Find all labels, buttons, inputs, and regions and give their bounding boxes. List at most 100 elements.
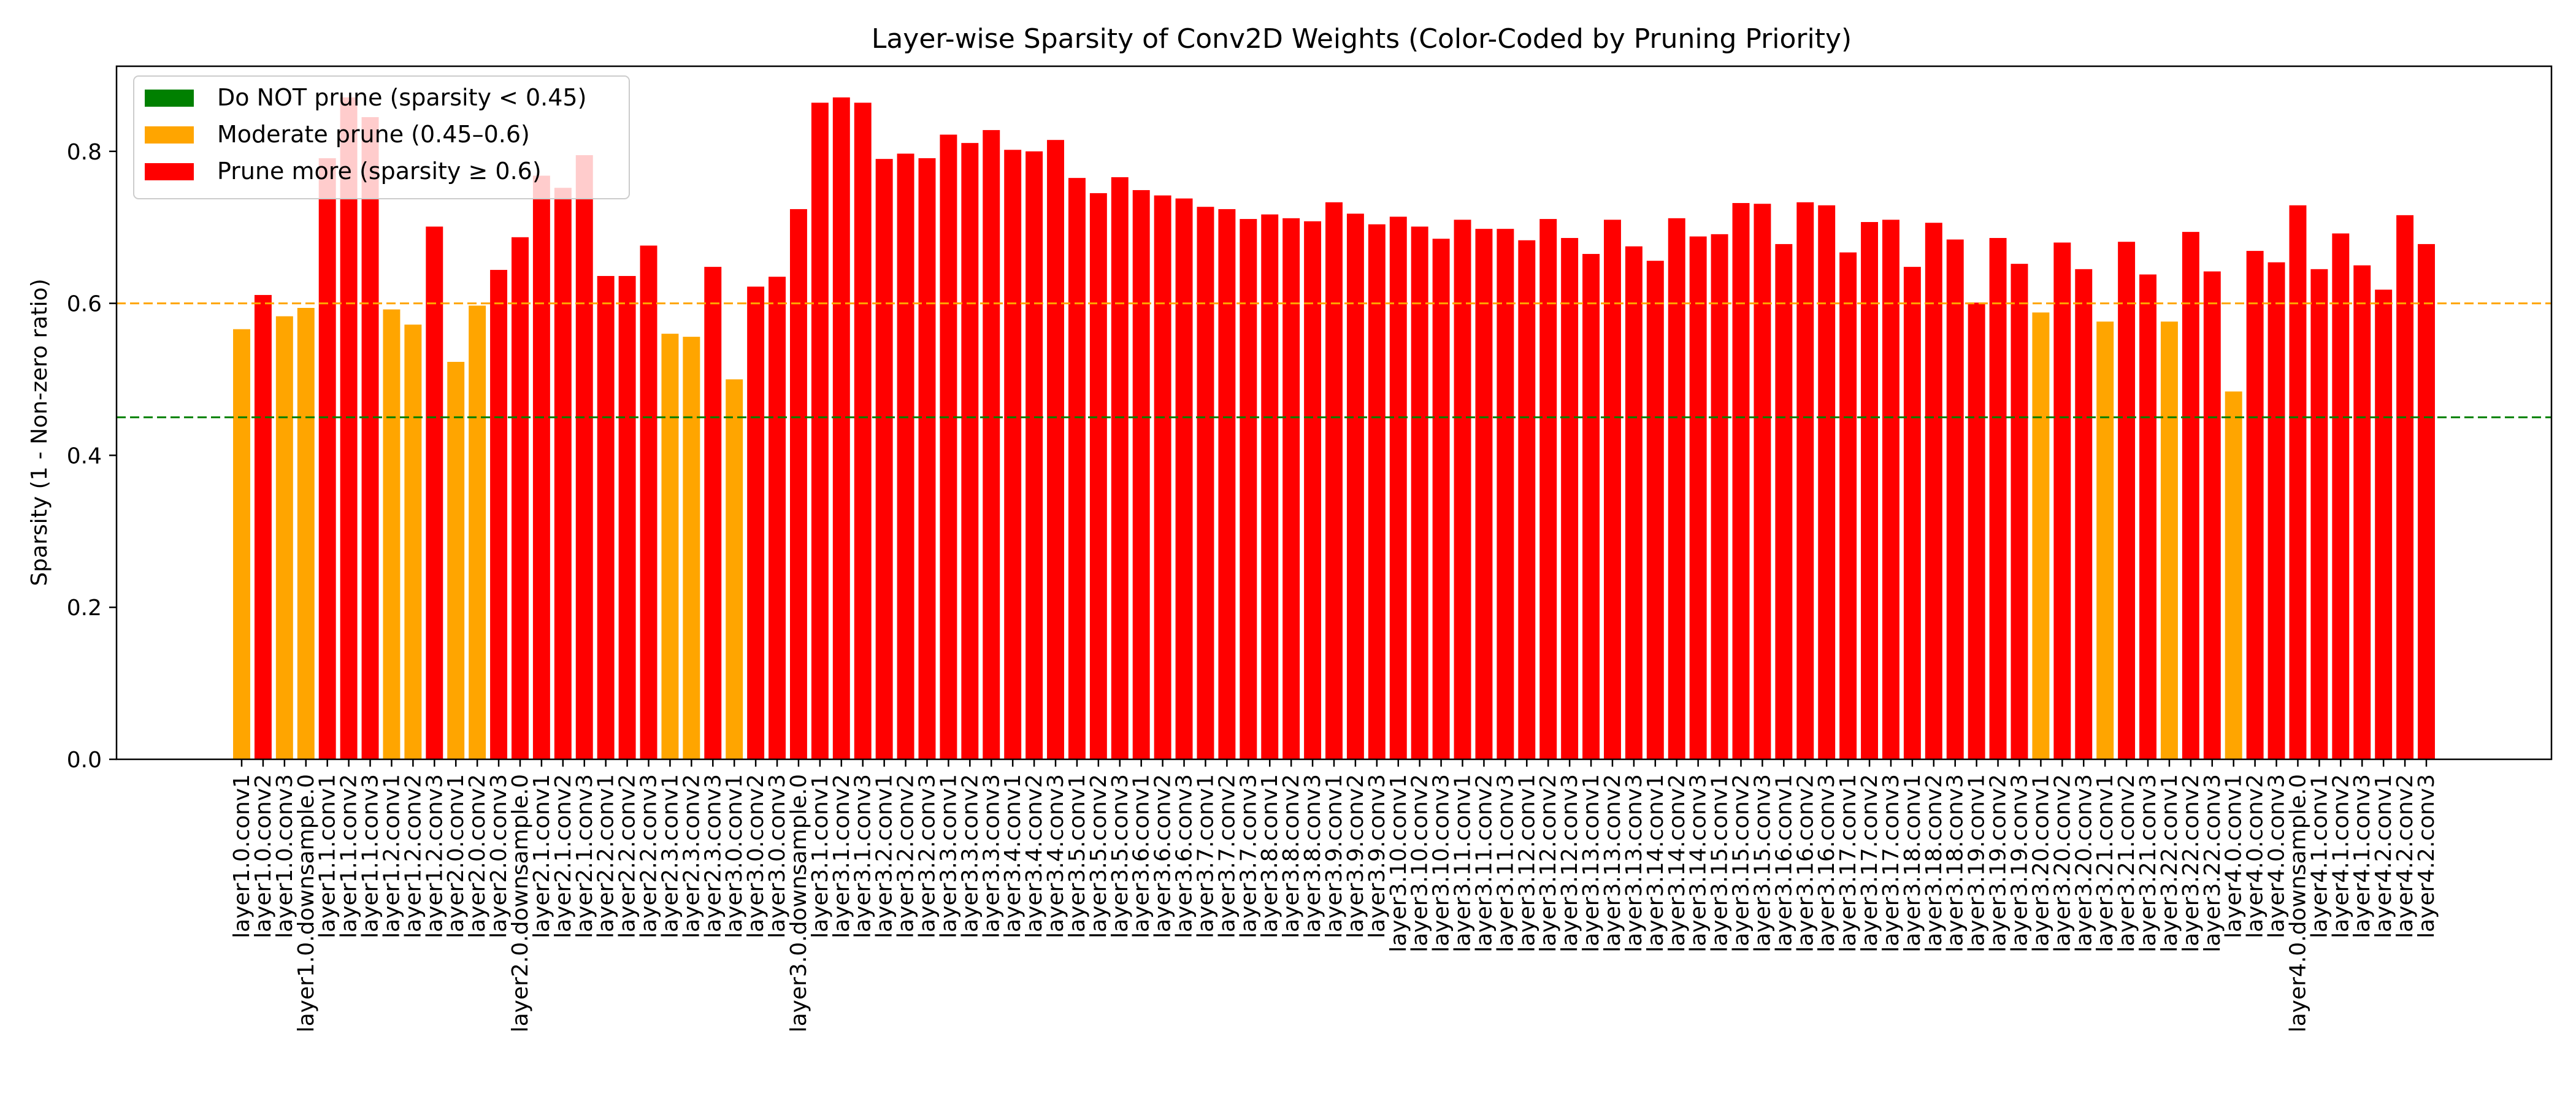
x-tick-label: layer4.2.conv1 [2371, 774, 2396, 938]
x-tick-label: layer3.18.conv3 [1943, 774, 1968, 953]
bars-group [233, 97, 2435, 760]
legend-swatch [145, 90, 194, 107]
threshold-lines [117, 302, 2551, 418]
x-tick-label: layer3.8.conv2 [1279, 774, 1304, 938]
bar-layer3-4-conv2 [1025, 151, 1043, 759]
x-tick-label: layer4.0.downsample.0 [2285, 774, 2310, 1032]
bar-layer3-3-conv1 [940, 134, 957, 759]
x-tick-label: layer2.0.downsample.0 [508, 774, 533, 1032]
bar-layer3-6-conv2 [1154, 195, 1171, 759]
bar-layer3-12-conv1 [1518, 240, 1536, 759]
bar-layer2-0-conv1 [447, 361, 465, 759]
x-tick-label: layer2.0.conv1 [443, 774, 469, 938]
x-tick-label: layer3.15.conv2 [1729, 774, 1754, 953]
x-tick-label: layer1.0.conv3 [272, 774, 297, 938]
bar-layer3-4-conv3 [1047, 140, 1064, 759]
x-tick-label: layer3.0.conv3 [765, 774, 790, 938]
bar-layer3-21-conv3 [2139, 274, 2156, 759]
legend-swatch [145, 163, 194, 180]
x-tick-label: layer3.21.conv1 [2093, 774, 2118, 953]
bar-layer2-3-conv2 [683, 337, 700, 759]
bar-layer3-12-conv3 [1561, 238, 1579, 759]
x-tick-label: layer1.0.conv2 [251, 774, 276, 938]
axes: 0.00.20.40.60.8layer1.0.conv1layer1.0.co… [67, 65, 2553, 1032]
bar-layer3-13-conv3 [1625, 246, 1643, 759]
x-tick-label: layer3.19.conv2 [1986, 774, 2011, 953]
x-tick-label: layer3.6.conv3 [1172, 774, 1197, 938]
bar-layer3-10-conv1 [1389, 217, 1407, 760]
x-tick-label: layer4.0.conv1 [2221, 774, 2247, 938]
bar-layer3-1-conv1 [811, 102, 829, 760]
x-tick-label: layer3.19.conv3 [2007, 774, 2032, 953]
x-tick-label: layer3.22.conv2 [2179, 774, 2204, 953]
bar-layer3-10-conv2 [1411, 226, 1428, 759]
bar-layer3-3-conv3 [983, 130, 1000, 760]
bar-layer3-7-conv1 [1197, 207, 1214, 760]
x-tick-label: layer3.12.conv2 [1536, 774, 1561, 953]
x-tick-label: layer3.22.conv3 [2200, 774, 2225, 953]
bar-layer2-0-conv2 [469, 305, 486, 759]
x-tick-label: layer2.1.conv1 [529, 774, 554, 938]
bar-layer3-11-conv1 [1454, 220, 1471, 759]
x-tick-label: layer2.1.conv3 [572, 774, 597, 938]
x-tick-label: layer1.0.downsample.0 [294, 774, 319, 1032]
bar-layer3-13-conv2 [1604, 220, 1621, 759]
bar-layer3-1-conv2 [832, 97, 850, 759]
bar-layer2-1-conv1 [532, 175, 550, 759]
x-tick-label: layer4.1.conv2 [2328, 774, 2353, 938]
legend-label: Prune more (sparsity ≥ 0.6) [217, 158, 542, 185]
bar-layer3-18-conv3 [1946, 239, 1964, 759]
bar-layer1-0-conv3 [275, 316, 293, 759]
bar-layer1-0-conv1 [233, 329, 250, 759]
bar-layer2-2-conv3 [640, 245, 657, 759]
legend-box [133, 75, 630, 199]
bar-layer3-14-conv3 [1689, 236, 1707, 759]
x-tick-label: layer3.20.conv2 [2050, 774, 2075, 953]
bar-layer3-9-conv3 [1368, 224, 1386, 760]
x-tick-label: layer3.5.conv3 [1108, 774, 1133, 938]
x-tick-label: layer2.2.conv3 [637, 774, 662, 938]
x-tick-label: layer3.7.conv1 [1193, 774, 1218, 938]
x-tick-label: layer3.4.conv1 [1000, 774, 1025, 938]
x-tick-label: layer3.10.conv2 [1408, 774, 1433, 953]
x-tick-label: layer4.0.conv2 [2243, 774, 2268, 938]
x-tick-label: layer2.3.conv2 [679, 774, 704, 938]
bar-layer4-0-conv2 [2246, 251, 2264, 760]
bar-layer3-0-conv1 [726, 379, 743, 759]
bar-layer3-0-conv3 [769, 277, 786, 760]
x-tick-label: layer3.3.conv3 [979, 774, 1004, 938]
x-tick-label: layer3.14.conv3 [1686, 774, 1711, 953]
x-tick-label: layer3.11.conv1 [1451, 774, 1476, 953]
bar-layer4-1-conv2 [2332, 233, 2350, 760]
bar-layer3-14-conv2 [1668, 218, 1685, 759]
x-tick-label: layer3.14.conv1 [1643, 774, 1668, 953]
bar-layer1-2-conv1 [383, 309, 401, 759]
x-tick-label: layer3.5.conv2 [1086, 774, 1111, 938]
x-tick-label: layer4.2.conv2 [2393, 774, 2418, 938]
bar-layer3-2-conv3 [918, 158, 936, 759]
bar-layer3-0-conv2 [747, 286, 765, 759]
x-tick-label: layer3.13.conv3 [1622, 774, 1647, 953]
x-tick-label: layer3.21.conv2 [2114, 774, 2139, 953]
bar-layer1-2-conv2 [404, 324, 422, 759]
bar-layer3-9-conv1 [1325, 202, 1343, 759]
x-tick-label: layer2.1.conv2 [551, 774, 576, 938]
bar-layer2-1-conv2 [554, 188, 572, 759]
bar-layer3-14-conv1 [1646, 261, 1664, 759]
x-tick-label: layer3.17.conv2 [1857, 774, 1882, 953]
bar-layer2-0-downsample-0 [512, 237, 529, 759]
bar-layer4-2-conv2 [2396, 215, 2414, 760]
x-tick-label: layer3.0.conv1 [722, 774, 747, 938]
bar-layer4-1-conv3 [2353, 265, 2371, 759]
bar-layer1-0-downsample-0 [297, 308, 315, 759]
bar-layer3-13-conv1 [1582, 254, 1600, 759]
x-tick-label: layer1.0.conv1 [229, 774, 255, 938]
x-tick-label: layer3.0.downsample.0 [786, 774, 811, 1032]
x-tick-label: layer3.16.conv3 [1814, 774, 1839, 953]
bar-layer3-2-conv2 [897, 153, 914, 760]
x-tick-label: layer3.9.conv2 [1343, 774, 1368, 938]
bar-layer3-15-conv3 [1754, 204, 1771, 759]
x-tick-label: layer2.3.conv3 [700, 774, 726, 938]
x-tick-label: layer2.2.conv2 [615, 774, 640, 938]
